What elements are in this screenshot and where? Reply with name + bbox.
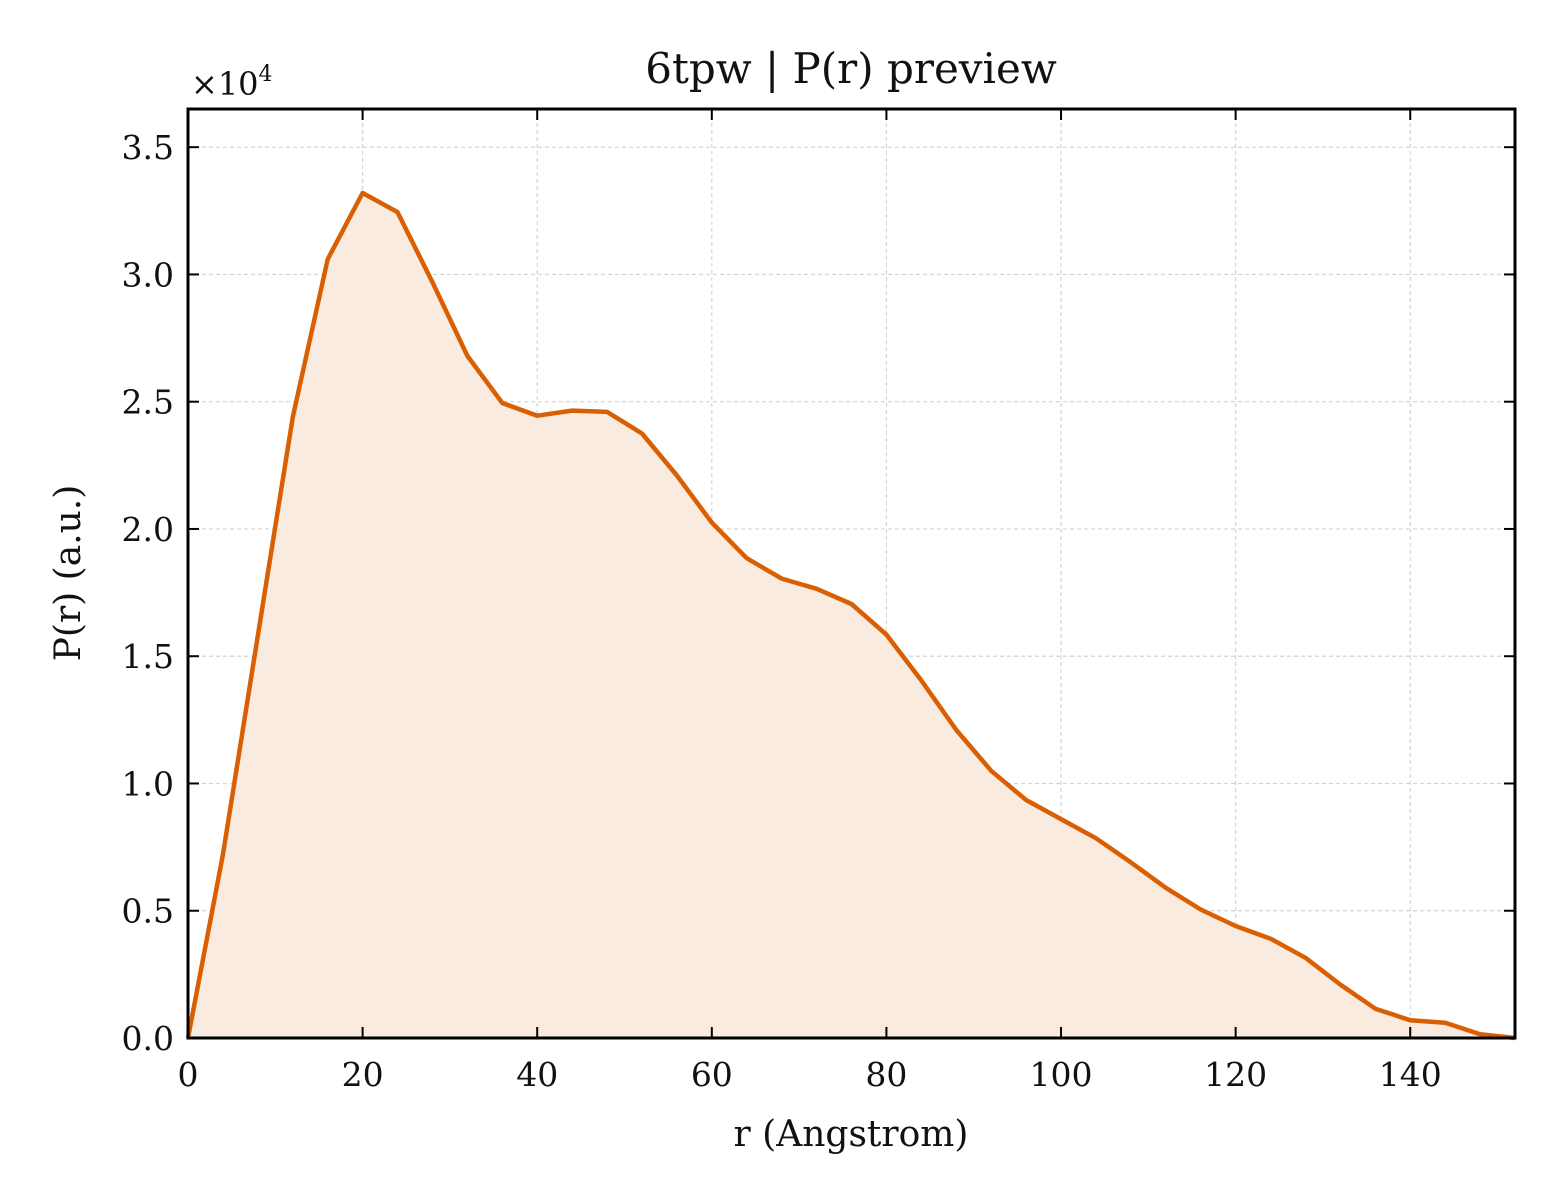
x-tick-label: 100 bbox=[1030, 1055, 1093, 1094]
series-line bbox=[185, 190, 1516, 1041]
x-tick-label: 20 bbox=[342, 1055, 384, 1094]
y-tick-label: 3.0 bbox=[122, 255, 174, 294]
chart-title: 6tpw | P(r) preview bbox=[645, 44, 1057, 93]
y-axis-label: P(r) (a.u.) bbox=[48, 485, 89, 662]
y-offset-base: ×10 bbox=[191, 65, 259, 103]
y-tick-label: 3.5 bbox=[122, 128, 174, 167]
y-tick-label: 0.5 bbox=[122, 892, 174, 931]
ticks: 0 20 40 60 80 100 120 140 0.0 0.5 1.0 1.5 2.0 2.5 3.0 3… bbox=[122, 109, 1515, 1094]
y-offset-label: ×104 bbox=[191, 62, 273, 103]
y-tick-label: 1.5 bbox=[122, 637, 174, 676]
x-axis-label: r (Angstrom) bbox=[734, 1114, 969, 1155]
x-tick-label: 140 bbox=[1379, 1055, 1442, 1094]
x-tick-label: 60 bbox=[691, 1055, 733, 1094]
y-tick-label: 1.0 bbox=[122, 764, 174, 803]
plot-frame bbox=[186, 107, 1517, 1040]
x-tick-label: 0 bbox=[178, 1055, 199, 1094]
y-offset-exponent: 4 bbox=[259, 62, 273, 87]
series-area-fill bbox=[188, 193, 1515, 1038]
x-tick-label: 40 bbox=[516, 1055, 558, 1094]
y-tick-label: 2.5 bbox=[122, 383, 174, 422]
y-tick-label: 0.0 bbox=[122, 1019, 174, 1058]
y-tick-label: 2.0 bbox=[122, 510, 174, 549]
x-tick-label: 120 bbox=[1204, 1055, 1267, 1094]
x-tick-label: 80 bbox=[865, 1055, 907, 1094]
